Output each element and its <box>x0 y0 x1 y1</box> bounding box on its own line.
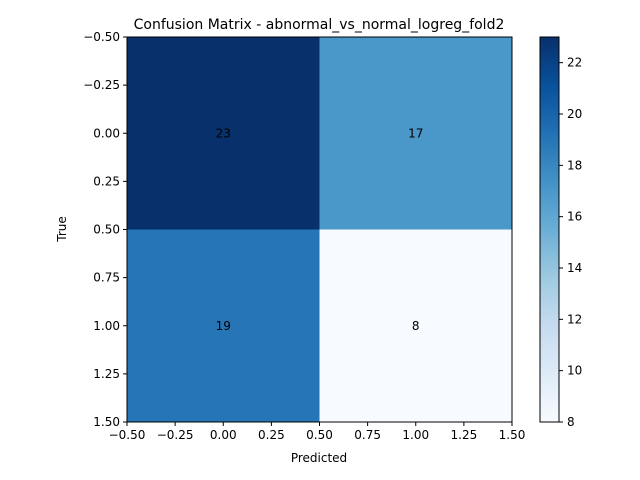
y-tick-label: 0.00 <box>93 126 120 140</box>
y-tick-label: −0.25 <box>83 78 120 92</box>
colorbar-tick-label: 16 <box>567 210 582 224</box>
heatmap-cell <box>127 229 320 422</box>
colorbar-tick-label: 18 <box>567 158 582 172</box>
y-axis-ticks: −0.50 −0.25 0.00 0.25 0.50 0.75 1.00 1.25 1.50 <box>83 30 127 429</box>
cell-value-label: 8 <box>412 319 420 333</box>
colorbar-tick-label: 20 <box>567 107 582 121</box>
chart-title: Confusion Matrix - abnormal_vs_normal_lo… <box>134 17 505 33</box>
colorbar-ticks: 8 10 12 14 16 18 20 22 <box>559 56 582 429</box>
x-axis-label: Predicted <box>291 451 347 465</box>
x-tick-label: 0.75 <box>354 428 381 442</box>
x-tick-label: 1.50 <box>499 428 526 442</box>
heatmap-cell <box>319 229 512 422</box>
cell-value-labels: 23 17 19 8 <box>216 126 424 333</box>
cell-value-label: 23 <box>216 126 231 140</box>
x-tick-label: −0.25 <box>157 428 194 442</box>
y-tick-label: 0.50 <box>93 223 120 237</box>
cell-value-label: 19 <box>216 319 231 333</box>
x-tick-label: 1.00 <box>402 428 429 442</box>
y-tick-label: 1.00 <box>93 319 120 333</box>
colorbar-tick-label: 22 <box>567 56 582 70</box>
x-tick-label: −0.50 <box>109 428 146 442</box>
heatmap-cells <box>127 37 512 422</box>
y-axis-label: True <box>55 216 69 243</box>
colorbar-tick-label: 14 <box>567 261 582 275</box>
y-tick-label: −0.50 <box>83 30 120 44</box>
y-tick-label: 1.25 <box>93 367 120 381</box>
colorbar <box>539 36 560 423</box>
y-tick-label: 1.50 <box>93 415 120 429</box>
y-tick-label: 0.25 <box>93 174 120 188</box>
cell-value-label: 17 <box>408 126 423 140</box>
x-tick-label: 0.50 <box>306 428 333 442</box>
colorbar-tick-label: 10 <box>567 364 582 378</box>
x-tick-label: 0.25 <box>258 428 285 442</box>
heatmap-cell <box>319 37 512 230</box>
x-tick-label: 0.00 <box>210 428 237 442</box>
colorbar-tick-label: 12 <box>567 312 582 326</box>
x-tick-label: 1.25 <box>451 428 478 442</box>
heatmap-cell <box>127 37 320 230</box>
x-axis-ticks: −0.50 −0.25 0.00 0.25 0.50 0.75 1.00 1.25 1.50 <box>109 422 526 442</box>
colorbar-tick-label: 8 <box>567 415 575 429</box>
y-tick-label: 0.75 <box>93 271 120 285</box>
